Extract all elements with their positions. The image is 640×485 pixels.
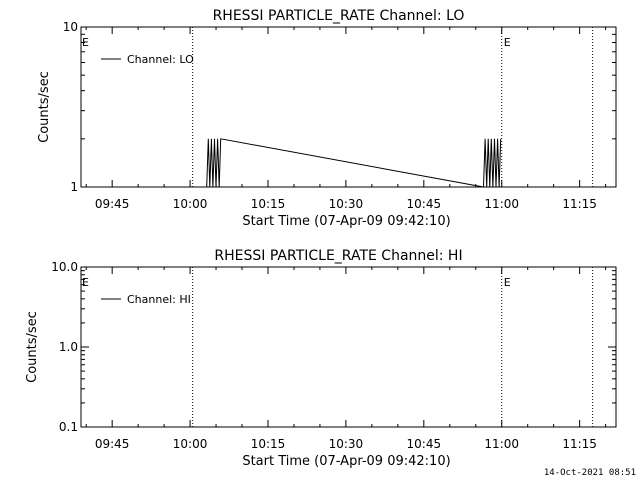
x-tick-label: 11:15 bbox=[562, 437, 597, 451]
x-tick-label: 10:45 bbox=[407, 197, 442, 211]
event-marker-label: E bbox=[504, 36, 511, 49]
x-tick-label: 10:00 bbox=[173, 437, 208, 451]
x-tick-label: 11:00 bbox=[484, 197, 519, 211]
y-axis-label: Counts/sec bbox=[25, 311, 40, 383]
plot-frame bbox=[80, 26, 617, 188]
y-tick-label: 10.0 bbox=[51, 260, 78, 274]
legend-label: Channel: HI bbox=[127, 293, 191, 306]
x-tick-label: 09:45 bbox=[95, 197, 130, 211]
x-tick-label: 11:15 bbox=[562, 197, 597, 211]
plot-frame bbox=[80, 266, 617, 428]
y-tick-label: 1.0 bbox=[59, 340, 78, 354]
x-axis-label: Start Time (07-Apr-09 09:42:10) bbox=[242, 454, 450, 469]
legend-label: Channel: LO bbox=[127, 53, 194, 66]
x-tick-label: 10:45 bbox=[407, 437, 442, 451]
y-axis-label: Counts/sec bbox=[37, 71, 52, 143]
x-tick-label: 11:00 bbox=[484, 437, 519, 451]
x-tick-label: 10:00 bbox=[173, 197, 208, 211]
edge-marker-label: E bbox=[82, 36, 89, 49]
x-tick-label: 10:30 bbox=[329, 437, 364, 451]
footer-timestamp: 14-Oct-2021 08:51 bbox=[543, 468, 636, 478]
edge-marker-label: E bbox=[82, 276, 89, 289]
event-marker-label: E bbox=[504, 276, 511, 289]
x-tick-label: 10:15 bbox=[251, 197, 286, 211]
x-tick-label: 10:15 bbox=[251, 437, 286, 451]
x-axis-label: Start Time (07-Apr-09 09:42:10) bbox=[242, 214, 450, 229]
y-tick-label: 1 bbox=[70, 180, 78, 194]
y-tick-label: 10 bbox=[63, 20, 78, 34]
chart-title: RHESSI PARTICLE_RATE Channel: LO bbox=[213, 8, 465, 24]
y-tick-label: 0.1 bbox=[59, 420, 78, 434]
chart-title: RHESSI PARTICLE_RATE Channel: HI bbox=[214, 248, 462, 264]
series-line bbox=[206, 138, 502, 188]
x-tick-label: 10:30 bbox=[329, 197, 364, 211]
x-tick-label: 09:45 bbox=[95, 437, 130, 451]
